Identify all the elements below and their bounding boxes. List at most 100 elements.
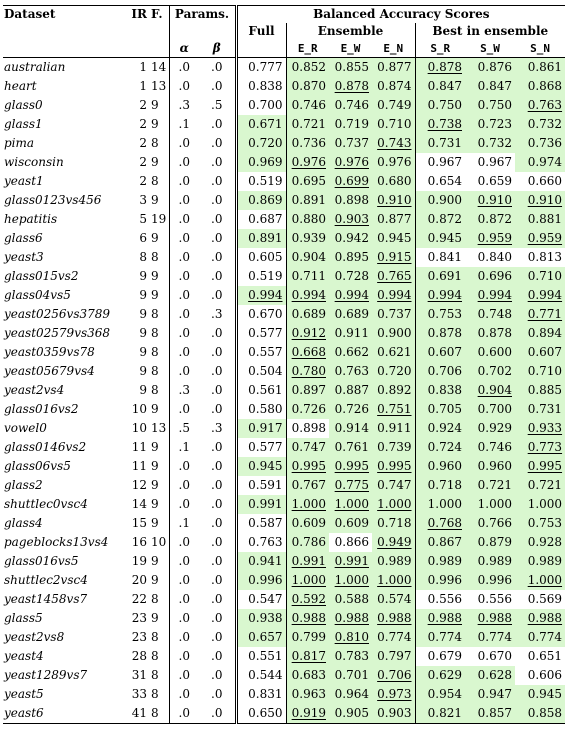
score-cell-sn: 0.710 xyxy=(515,267,565,286)
best-score-value: 0.995 xyxy=(292,459,326,473)
table-row: yeast02579vs368 9 8 .0 .0 0.577 0.912 0.911 0.90… xyxy=(3,324,565,343)
alpha-cell: .0 xyxy=(169,628,199,647)
score-cell-sr: 0.654 xyxy=(415,172,465,191)
score-cell-sn: 0.974 xyxy=(515,153,565,172)
table-row: yeast0359vs78 9 8.0.0 0.557 0.668 0.662 0.621 0… xyxy=(3,343,565,362)
beta-cell: .0 xyxy=(199,77,236,96)
score-cell-er: 0.721 xyxy=(286,115,329,134)
alpha-cell: .1 xyxy=(169,438,199,457)
best-score-value: 0.878 xyxy=(335,79,369,93)
score-cell-sn: 1.000 xyxy=(515,571,565,590)
alpha-header: α xyxy=(169,40,199,58)
score-cell-en: 0.621 xyxy=(372,343,415,362)
score-cell-er: 0.592 xyxy=(286,590,329,609)
score-cell-en: 0.988 xyxy=(372,609,415,628)
score-cell-sn: 0.660 xyxy=(515,172,565,191)
score-cell-sn: 0.721 xyxy=(515,476,565,495)
table-row: yeast5 33 8.0.0 0.831 0.963 0.964 0.973 0.954 0.… xyxy=(3,685,565,704)
features-cell: 8 xyxy=(150,134,169,153)
dataset-name-cell: shuttlec2vsc4 xyxy=(3,571,121,590)
score-cell-ew: 0.746 xyxy=(329,96,372,115)
best-score-value: 0.699 xyxy=(335,174,369,188)
score-cell-sn: 0.989 xyxy=(515,552,565,571)
features-cell: 10 xyxy=(150,533,169,552)
alpha-cell: .0 xyxy=(169,248,199,267)
score-cell-sr: 0.556 xyxy=(415,590,465,609)
table-row: glass016vs5 19 9.0.0 0.941 0.991 0.991 0.989 0.… xyxy=(3,552,565,571)
score-cell-ew: 0.988 xyxy=(329,609,372,628)
score-cell-ew: 0.719 xyxy=(329,115,372,134)
score-cell-en: 0.973 xyxy=(372,685,415,704)
score-cell-full: 0.720 xyxy=(236,134,286,153)
score-cell-er: 0.746 xyxy=(286,96,329,115)
score-cell-er: 0.767 xyxy=(286,476,329,495)
features-cell: 9 xyxy=(150,571,169,590)
beta-cell: .0 xyxy=(199,58,236,78)
best-score-value: 0.780 xyxy=(292,364,326,378)
table-row: glass016vs2 10 9.0.0 0.580 0.726 0.726 0.751 0.… xyxy=(3,400,565,419)
best-score-value: 0.995 xyxy=(335,459,369,473)
dataset-name-cell: yeast5 xyxy=(3,685,121,704)
score-cell-sw: 0.696 xyxy=(465,267,515,286)
table-row: glass6 6 9.0.0 0.891 0.939 0.942 0.945 0.945 0.9… xyxy=(3,229,565,248)
features-cell: 8 xyxy=(150,666,169,685)
score-cell-sn: 0.881 xyxy=(515,210,565,229)
sn-header: S_N xyxy=(515,40,565,58)
score-cell-er: 0.695 xyxy=(286,172,329,191)
features-cell: 9 xyxy=(150,229,169,248)
score-cell-en: 0.994 xyxy=(372,286,415,305)
table-row: shuttlec2vsc4 20 9.0.0 0.996 1.000 1.000 1.000… xyxy=(3,571,565,590)
score-cell-ew: 0.726 xyxy=(329,400,372,419)
beta-cell: .0 xyxy=(199,362,236,381)
score-cell-er: 0.817 xyxy=(286,647,329,666)
score-cell-er: 0.736 xyxy=(286,134,329,153)
best-score-value: 0.994 xyxy=(478,288,512,302)
alpha-cell: .0 xyxy=(169,457,199,476)
table-body: australian 1 14.0.0 0.777 0.852 0.855 0.877 0.8… xyxy=(3,58,565,724)
best-score-value: 1.000 xyxy=(335,573,369,587)
alpha-cell: .0 xyxy=(169,153,199,172)
alpha-cell: .5 xyxy=(169,419,199,438)
beta-cell: .0 xyxy=(199,267,236,286)
score-cell-sw: 0.996 xyxy=(465,571,515,590)
best-score-value: 0.994 xyxy=(292,288,326,302)
score-cell-en: 1.000 xyxy=(372,571,415,590)
table-row: heart 1 13.0.0 0.838 0.870 0.878 0.874 0.847 0.8… xyxy=(3,77,565,96)
beta-cell: .3 xyxy=(199,305,236,324)
best-score-value: 0.763 xyxy=(528,98,562,112)
table-row: glass0123vs456 3 9 .0 .0 0.869 0.891 0.898 0.910… xyxy=(3,191,565,210)
dataset-name-cell: glass016vs5 xyxy=(3,552,121,571)
beta-cell: .0 xyxy=(199,457,236,476)
ir-cell: 22 xyxy=(121,590,150,609)
ir-cell: 8 xyxy=(121,248,150,267)
score-cell-sw: 0.732 xyxy=(465,134,515,153)
score-cell-en: 0.877 xyxy=(372,210,415,229)
best-score-value: 0.706 xyxy=(377,668,411,682)
score-cell-er: 0.912 xyxy=(286,324,329,343)
features-cell: 9 xyxy=(150,115,169,134)
dataset-name-cell: yeast05679vs4 xyxy=(3,362,121,381)
beta-cell: .0 xyxy=(199,248,236,267)
ir-cell: 14 xyxy=(121,495,150,514)
ir-cell: 6 xyxy=(121,229,150,248)
score-cell-sn: 0.868 xyxy=(515,77,565,96)
beta-cell: .0 xyxy=(199,210,236,229)
score-cell-sr: 0.996 xyxy=(415,571,465,590)
ir-cell: 2 xyxy=(121,172,150,191)
score-cell-sw: 0.989 xyxy=(465,552,515,571)
score-cell-sw: 0.702 xyxy=(465,362,515,381)
dataset-name-cell: glass04vs5 xyxy=(3,286,121,305)
beta-cell: .0 xyxy=(199,438,236,457)
dataset-name-cell: australian xyxy=(3,58,121,78)
score-cell-ew: 1.000 xyxy=(329,571,372,590)
alpha-cell: .0 xyxy=(169,552,199,571)
beta-cell: .0 xyxy=(199,172,236,191)
best-score-value: 0.995 xyxy=(377,459,411,473)
score-cell-er: 0.747 xyxy=(286,438,329,457)
score-cell-sw: 0.904 xyxy=(465,381,515,400)
best-score-value: 0.991 xyxy=(335,554,369,568)
table-row: pageblocks13vs4 16 10.0.0 0.763 0.786 0.866 0.… xyxy=(3,533,565,552)
beta-cell: .0 xyxy=(199,476,236,495)
table-row: yeast2vs8 23 8.0.0 0.657 0.799 0.810 0.774 0.77… xyxy=(3,628,565,647)
score-cell-er: 0.726 xyxy=(286,400,329,419)
